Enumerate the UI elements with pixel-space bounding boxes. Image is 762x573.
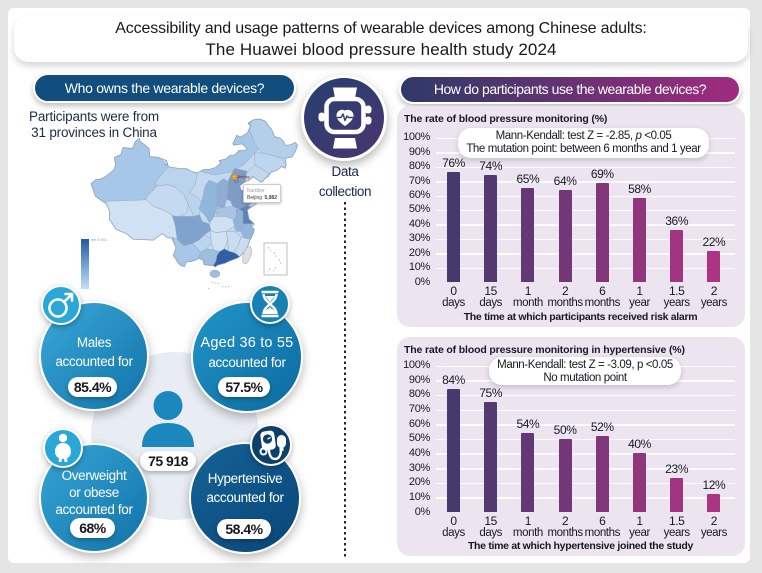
svg-text:Beijing: Beijing xyxy=(238,174,250,179)
